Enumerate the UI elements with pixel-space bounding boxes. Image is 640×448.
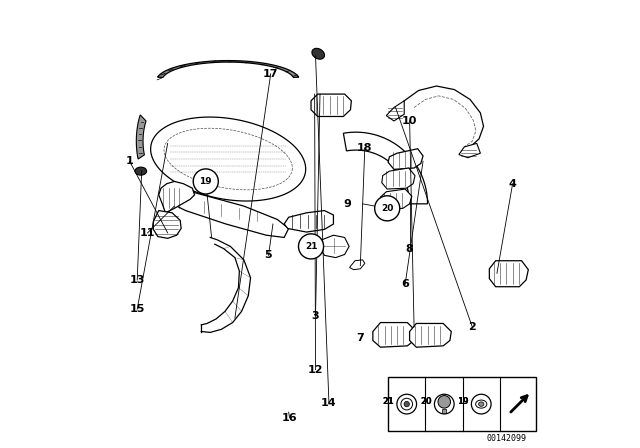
Circle shape — [435, 394, 454, 414]
Text: 16: 16 — [282, 413, 298, 422]
Circle shape — [438, 396, 451, 408]
Text: 20: 20 — [420, 397, 432, 406]
Circle shape — [193, 169, 218, 194]
Ellipse shape — [476, 400, 487, 408]
Polygon shape — [284, 211, 333, 232]
Polygon shape — [136, 115, 146, 159]
Polygon shape — [157, 60, 299, 78]
Text: 17: 17 — [263, 69, 278, 79]
Text: 13: 13 — [129, 275, 145, 285]
Polygon shape — [373, 323, 417, 347]
Polygon shape — [319, 235, 349, 258]
Text: 21: 21 — [383, 397, 394, 406]
Text: 20: 20 — [381, 204, 394, 213]
Text: 18: 18 — [357, 143, 372, 153]
Circle shape — [298, 234, 324, 259]
Polygon shape — [459, 143, 481, 158]
Polygon shape — [387, 101, 404, 121]
Polygon shape — [311, 94, 351, 116]
Polygon shape — [410, 323, 451, 347]
Polygon shape — [159, 181, 195, 213]
Text: 3: 3 — [312, 311, 319, 321]
Polygon shape — [154, 211, 181, 238]
Circle shape — [401, 398, 413, 410]
Polygon shape — [388, 149, 423, 169]
Polygon shape — [150, 117, 306, 201]
Text: 11: 11 — [140, 228, 156, 238]
Ellipse shape — [312, 48, 324, 59]
Polygon shape — [490, 261, 529, 287]
Polygon shape — [177, 193, 289, 237]
Bar — [442, 409, 446, 413]
Polygon shape — [349, 260, 365, 270]
Ellipse shape — [135, 167, 147, 175]
Circle shape — [397, 394, 417, 414]
Text: 4: 4 — [509, 179, 516, 189]
Text: 19: 19 — [457, 397, 468, 406]
Polygon shape — [379, 189, 412, 210]
Text: 20: 20 — [420, 397, 432, 406]
Circle shape — [472, 394, 491, 414]
Bar — [388, 377, 536, 431]
Circle shape — [404, 401, 410, 407]
Ellipse shape — [479, 402, 484, 406]
Text: 00142099: 00142099 — [486, 434, 526, 443]
Text: 21: 21 — [383, 397, 394, 406]
Text: 10: 10 — [402, 116, 417, 126]
Text: 19: 19 — [200, 177, 212, 186]
Polygon shape — [344, 132, 428, 204]
Text: 14: 14 — [321, 398, 337, 408]
Text: 12: 12 — [308, 365, 323, 375]
Text: 8: 8 — [406, 244, 413, 254]
Text: 9: 9 — [343, 199, 351, 209]
Circle shape — [374, 196, 400, 221]
Polygon shape — [382, 168, 415, 189]
Text: 5: 5 — [265, 250, 272, 260]
Text: 6: 6 — [401, 280, 409, 289]
Text: 19: 19 — [457, 397, 468, 406]
Text: 1: 1 — [125, 156, 134, 166]
Text: 21: 21 — [305, 242, 317, 251]
Text: 15: 15 — [129, 304, 145, 314]
Text: 2: 2 — [468, 322, 476, 332]
Text: 7: 7 — [356, 333, 364, 343]
